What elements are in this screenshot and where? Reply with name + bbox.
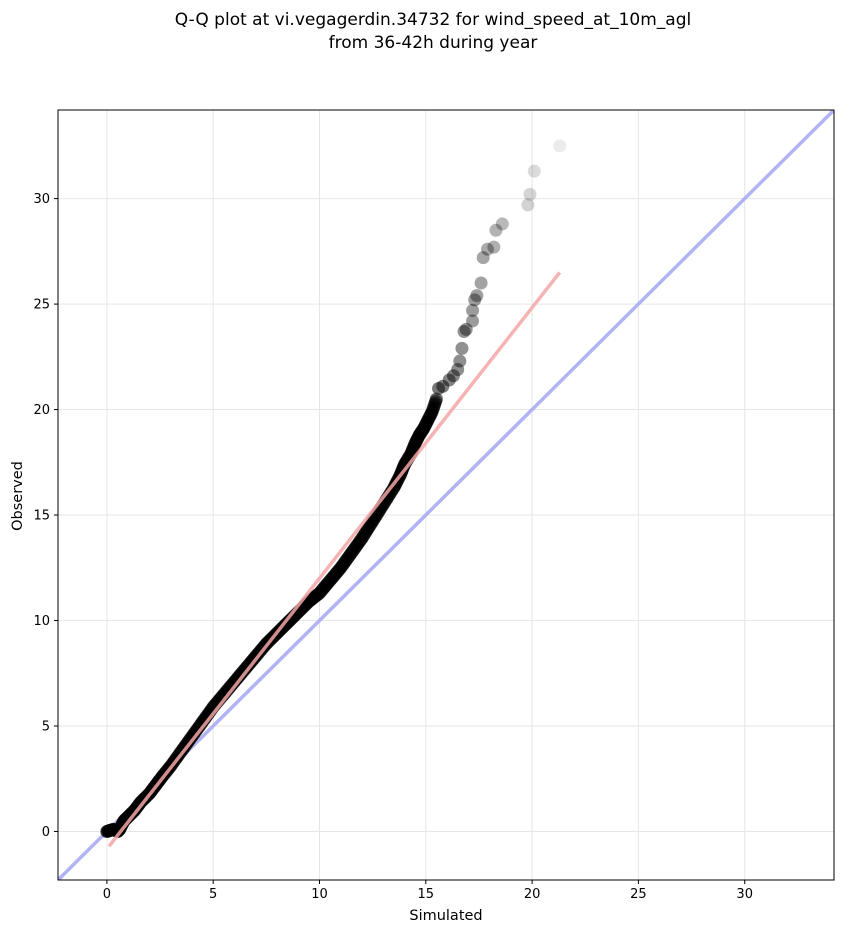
grid bbox=[58, 110, 834, 880]
x-tick-label: 25 bbox=[630, 887, 647, 902]
quantile-point bbox=[453, 354, 467, 368]
y-tick-label: 15 bbox=[33, 509, 50, 524]
quantile-point bbox=[466, 303, 480, 317]
quantile-point bbox=[429, 392, 443, 406]
quantile-point bbox=[521, 198, 535, 212]
x-ticks: 0 5 10 15 20 25 30 bbox=[103, 880, 753, 902]
quantile-point bbox=[523, 187, 537, 201]
quantile-point bbox=[459, 322, 473, 336]
fit-line bbox=[107, 271, 562, 848]
quantile-point bbox=[474, 276, 488, 290]
y-axis-label: Observed bbox=[10, 461, 26, 531]
x-tick-label: 15 bbox=[418, 887, 435, 902]
x-tick-label: 5 bbox=[209, 887, 217, 902]
plot-frame bbox=[57, 109, 835, 881]
y-tick-label: 20 bbox=[33, 403, 50, 418]
x-tick-label: 20 bbox=[524, 887, 541, 902]
quantile-point bbox=[527, 164, 541, 178]
quantile-point bbox=[495, 217, 509, 231]
y-ticks: 0 5 10 15 20 25 30 bbox=[33, 192, 58, 840]
chart-title: Q-Q plot at vi.vegagerdin.34732 for wind… bbox=[175, 10, 691, 30]
quantile-point bbox=[553, 139, 567, 153]
chart-subtitle: from 36-42h during year bbox=[329, 33, 538, 53]
quantile-point bbox=[451, 362, 465, 376]
y-tick-label: 30 bbox=[33, 192, 50, 207]
x-axis-label: Simulated bbox=[409, 908, 482, 924]
quantile-point bbox=[466, 314, 480, 328]
y-tick-label: 5 bbox=[42, 720, 50, 735]
quantile-point bbox=[436, 379, 450, 393]
quantile-points bbox=[100, 139, 567, 838]
x-tick-label: 10 bbox=[311, 887, 328, 902]
y-tick-label: 10 bbox=[33, 614, 50, 629]
quantile-point bbox=[470, 289, 484, 303]
quantile-point bbox=[455, 341, 469, 355]
quantile-point bbox=[480, 242, 494, 256]
y-tick-label: 0 bbox=[42, 825, 50, 840]
quantile-point bbox=[457, 325, 471, 339]
x-tick-label: 30 bbox=[736, 887, 753, 902]
plot-area bbox=[58, 110, 834, 880]
quantile-point bbox=[487, 240, 501, 254]
quantile-point bbox=[489, 223, 503, 237]
quantile-point bbox=[446, 369, 460, 383]
quantile-point bbox=[442, 373, 456, 387]
y-tick-label: 25 bbox=[33, 298, 50, 313]
quantile-point bbox=[468, 293, 482, 307]
x-tick-label: 0 bbox=[103, 887, 111, 902]
quantile-point bbox=[476, 251, 490, 265]
